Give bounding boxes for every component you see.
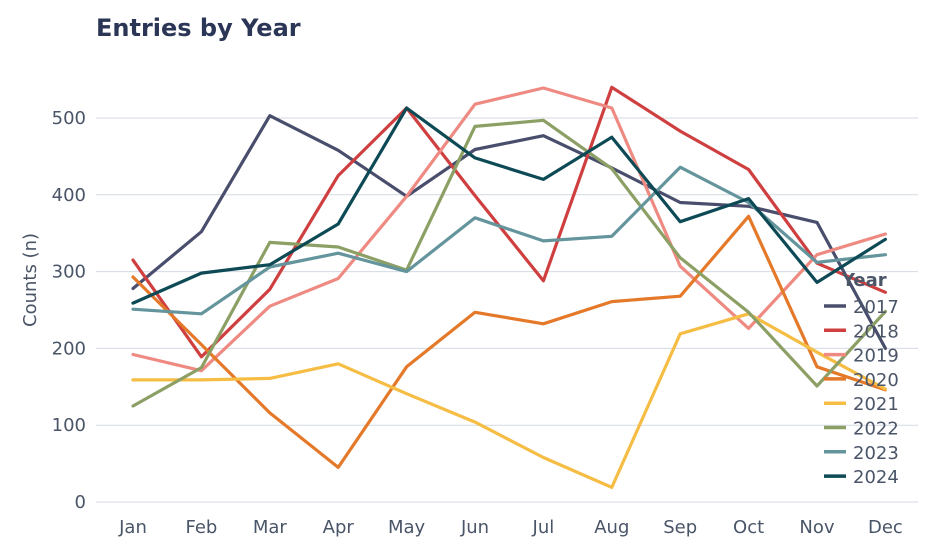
x-axis-ticks: Jan Feb Mar Apr May Jun Jul Aug Sep Oct Nov Dec [118,517,903,538]
series-line-2017 [131,114,888,350]
y-axis-label: Counts (n) [20,233,41,327]
series-lines [131,85,888,489]
x-tick-label: Oct [733,517,764,538]
legend-label-2022: 2022 [853,419,899,440]
series-line-2021 [131,312,888,489]
series-line-2019 [131,86,888,373]
legend-label-2024: 2024 [853,467,899,488]
x-tick-label: Sep [663,517,697,538]
series-line-2024 [131,106,888,305]
legend-title: Year [841,270,887,291]
x-tick-label: Nov [799,517,834,538]
x-tick-label: Dec [868,517,903,538]
y-tick-label: 500 [52,108,86,129]
x-tick-label: Mar [253,517,288,538]
y-axis-ticks: 0 100 200 300 400 500 [52,108,86,513]
x-tick-label: Jan [118,517,147,538]
gridlines [96,117,918,503]
legend-label-2017: 2017 [853,297,899,318]
legend: Year 2017 2018 2019 2020 2021 2022 2023 2024 [824,270,899,488]
y-tick-label: 400 [52,185,86,206]
legend-label-2021: 2021 [853,394,899,415]
x-tick-label: Aug [594,517,629,538]
legend-label-2019: 2019 [853,346,899,367]
y-tick-label: 0 [75,492,86,513]
x-tick-label: Jul [532,517,555,538]
x-tick-label: Apr [323,517,355,538]
legend-label-2018: 2018 [853,321,899,342]
series-line-2022 [131,118,888,408]
y-tick-label: 200 [52,338,86,359]
x-tick-label: Jun [460,517,489,538]
series-line-2020 [131,214,888,469]
x-tick-label: Feb [185,517,217,538]
chart-title: Entries by Year [96,14,301,42]
legend-label-2020: 2020 [853,370,899,391]
series-line-2018 [131,85,888,359]
y-tick-label: 100 [52,415,86,436]
y-tick-label: 300 [52,262,86,283]
x-tick-label: May [388,517,426,538]
legend-label-2023: 2023 [853,443,899,464]
